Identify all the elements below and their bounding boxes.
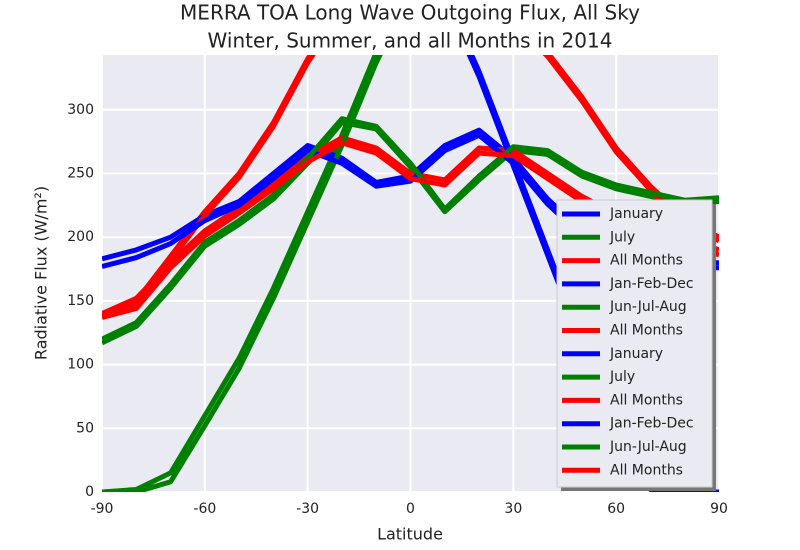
legend: January July All Months Jan-Feb-Dec Jun-Jul-… [556,199,716,491]
legend-label: January [609,206,663,222]
x-axis-label: Latitude [377,525,443,544]
legend-label: July [609,369,635,385]
legend-label: July [609,229,635,245]
legend-label: Jun-Jul-Aug [609,299,687,315]
legend-label: All Months [610,253,683,269]
y-tick-label: 300 [67,102,94,118]
legend-label: Jun-Jul-Aug [609,439,687,455]
x-tick-label: -30 [296,501,319,517]
y-tick-label: 0 [85,484,94,500]
legend-label: All Months [610,323,683,339]
line [102,55,383,492]
chart-subtitle: Winter, Summer, and all Months in 2014 [208,29,613,53]
line [102,116,719,342]
x-tick-label: 60 [607,501,625,517]
x-tick-label: -90 [91,501,114,517]
legend-label: January [609,346,663,362]
legend-label: All Months [610,392,683,408]
legend-label: Jan-Feb-Dec [609,276,694,292]
x-tick-label: -60 [193,501,216,517]
chart-title: MERRA TOA Long Wave Outgoing Flux, All S… [180,1,640,25]
x-tick-label: 0 [406,501,415,517]
legend-label: All Months [610,462,683,478]
legend-label: Jan-Feb-Dec [609,416,694,432]
legend-box [556,199,713,488]
y-tick-label: 250 [67,165,94,181]
y-axis-label: Radiative Flux (W/m²) [32,186,51,360]
x-tick-label: 30 [504,501,522,517]
y-tick-label: 100 [67,357,94,373]
y-tick-label: 200 [67,229,94,245]
line [102,55,378,492]
x-tick-label: 90 [710,501,728,517]
line [102,55,719,319]
y-tick-label: 50 [76,420,94,436]
y-tick-label: 150 [67,293,94,309]
